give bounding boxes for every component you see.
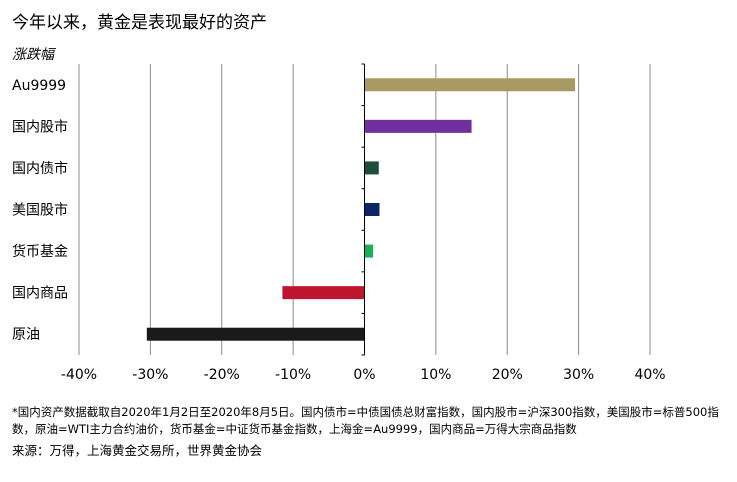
category-label: 货币基金 xyxy=(12,243,68,260)
source-note: 来源：万得，上海黄金交易所，世界黄金协会 xyxy=(12,443,263,458)
bars xyxy=(146,78,576,341)
category-label: Au9999 xyxy=(12,78,66,94)
grid-lines xyxy=(78,64,651,355)
category-label: 美国股市 xyxy=(12,202,68,219)
category-label: 国内债市 xyxy=(12,160,68,177)
category-label: 原油 xyxy=(12,327,40,343)
x-tick-label: 10% xyxy=(420,367,451,383)
bar xyxy=(364,161,379,175)
footnote: *国内资产数据截取自2020年1月2日至2020年8月5日。国内债市=中债国债总… xyxy=(12,405,719,436)
y-axis-label: 涨跌幅 xyxy=(12,47,54,63)
category-label: 国内股市 xyxy=(12,118,68,135)
x-tick-label: 0% xyxy=(353,367,375,383)
x-tick-label: -20% xyxy=(204,367,240,383)
bar-chart: -40% -30% -20% -10% 0% 10% 20% 30% 40% Au9999 国内股… xyxy=(12,63,666,383)
bar xyxy=(282,286,365,300)
x-tick-labels: -40% -30% -20% -10% 0% 10% 20% 30% 40% xyxy=(61,367,666,383)
bar xyxy=(146,327,365,341)
bar xyxy=(364,119,472,133)
x-tick-label: 30% xyxy=(563,367,594,383)
bar xyxy=(364,78,576,92)
x-tick-label: 20% xyxy=(492,367,523,383)
x-tick-label: 40% xyxy=(634,367,665,383)
chart-title: 今年以来，黄金是表现最好的资产 xyxy=(12,13,267,33)
x-tick-label: -30% xyxy=(132,367,168,383)
x-tick-label: -40% xyxy=(61,367,97,383)
zero-axis xyxy=(361,63,365,356)
bar xyxy=(364,203,380,216)
x-tick-label: -10% xyxy=(275,367,311,383)
category-label: 国内商品 xyxy=(12,286,68,302)
bar xyxy=(364,244,374,258)
